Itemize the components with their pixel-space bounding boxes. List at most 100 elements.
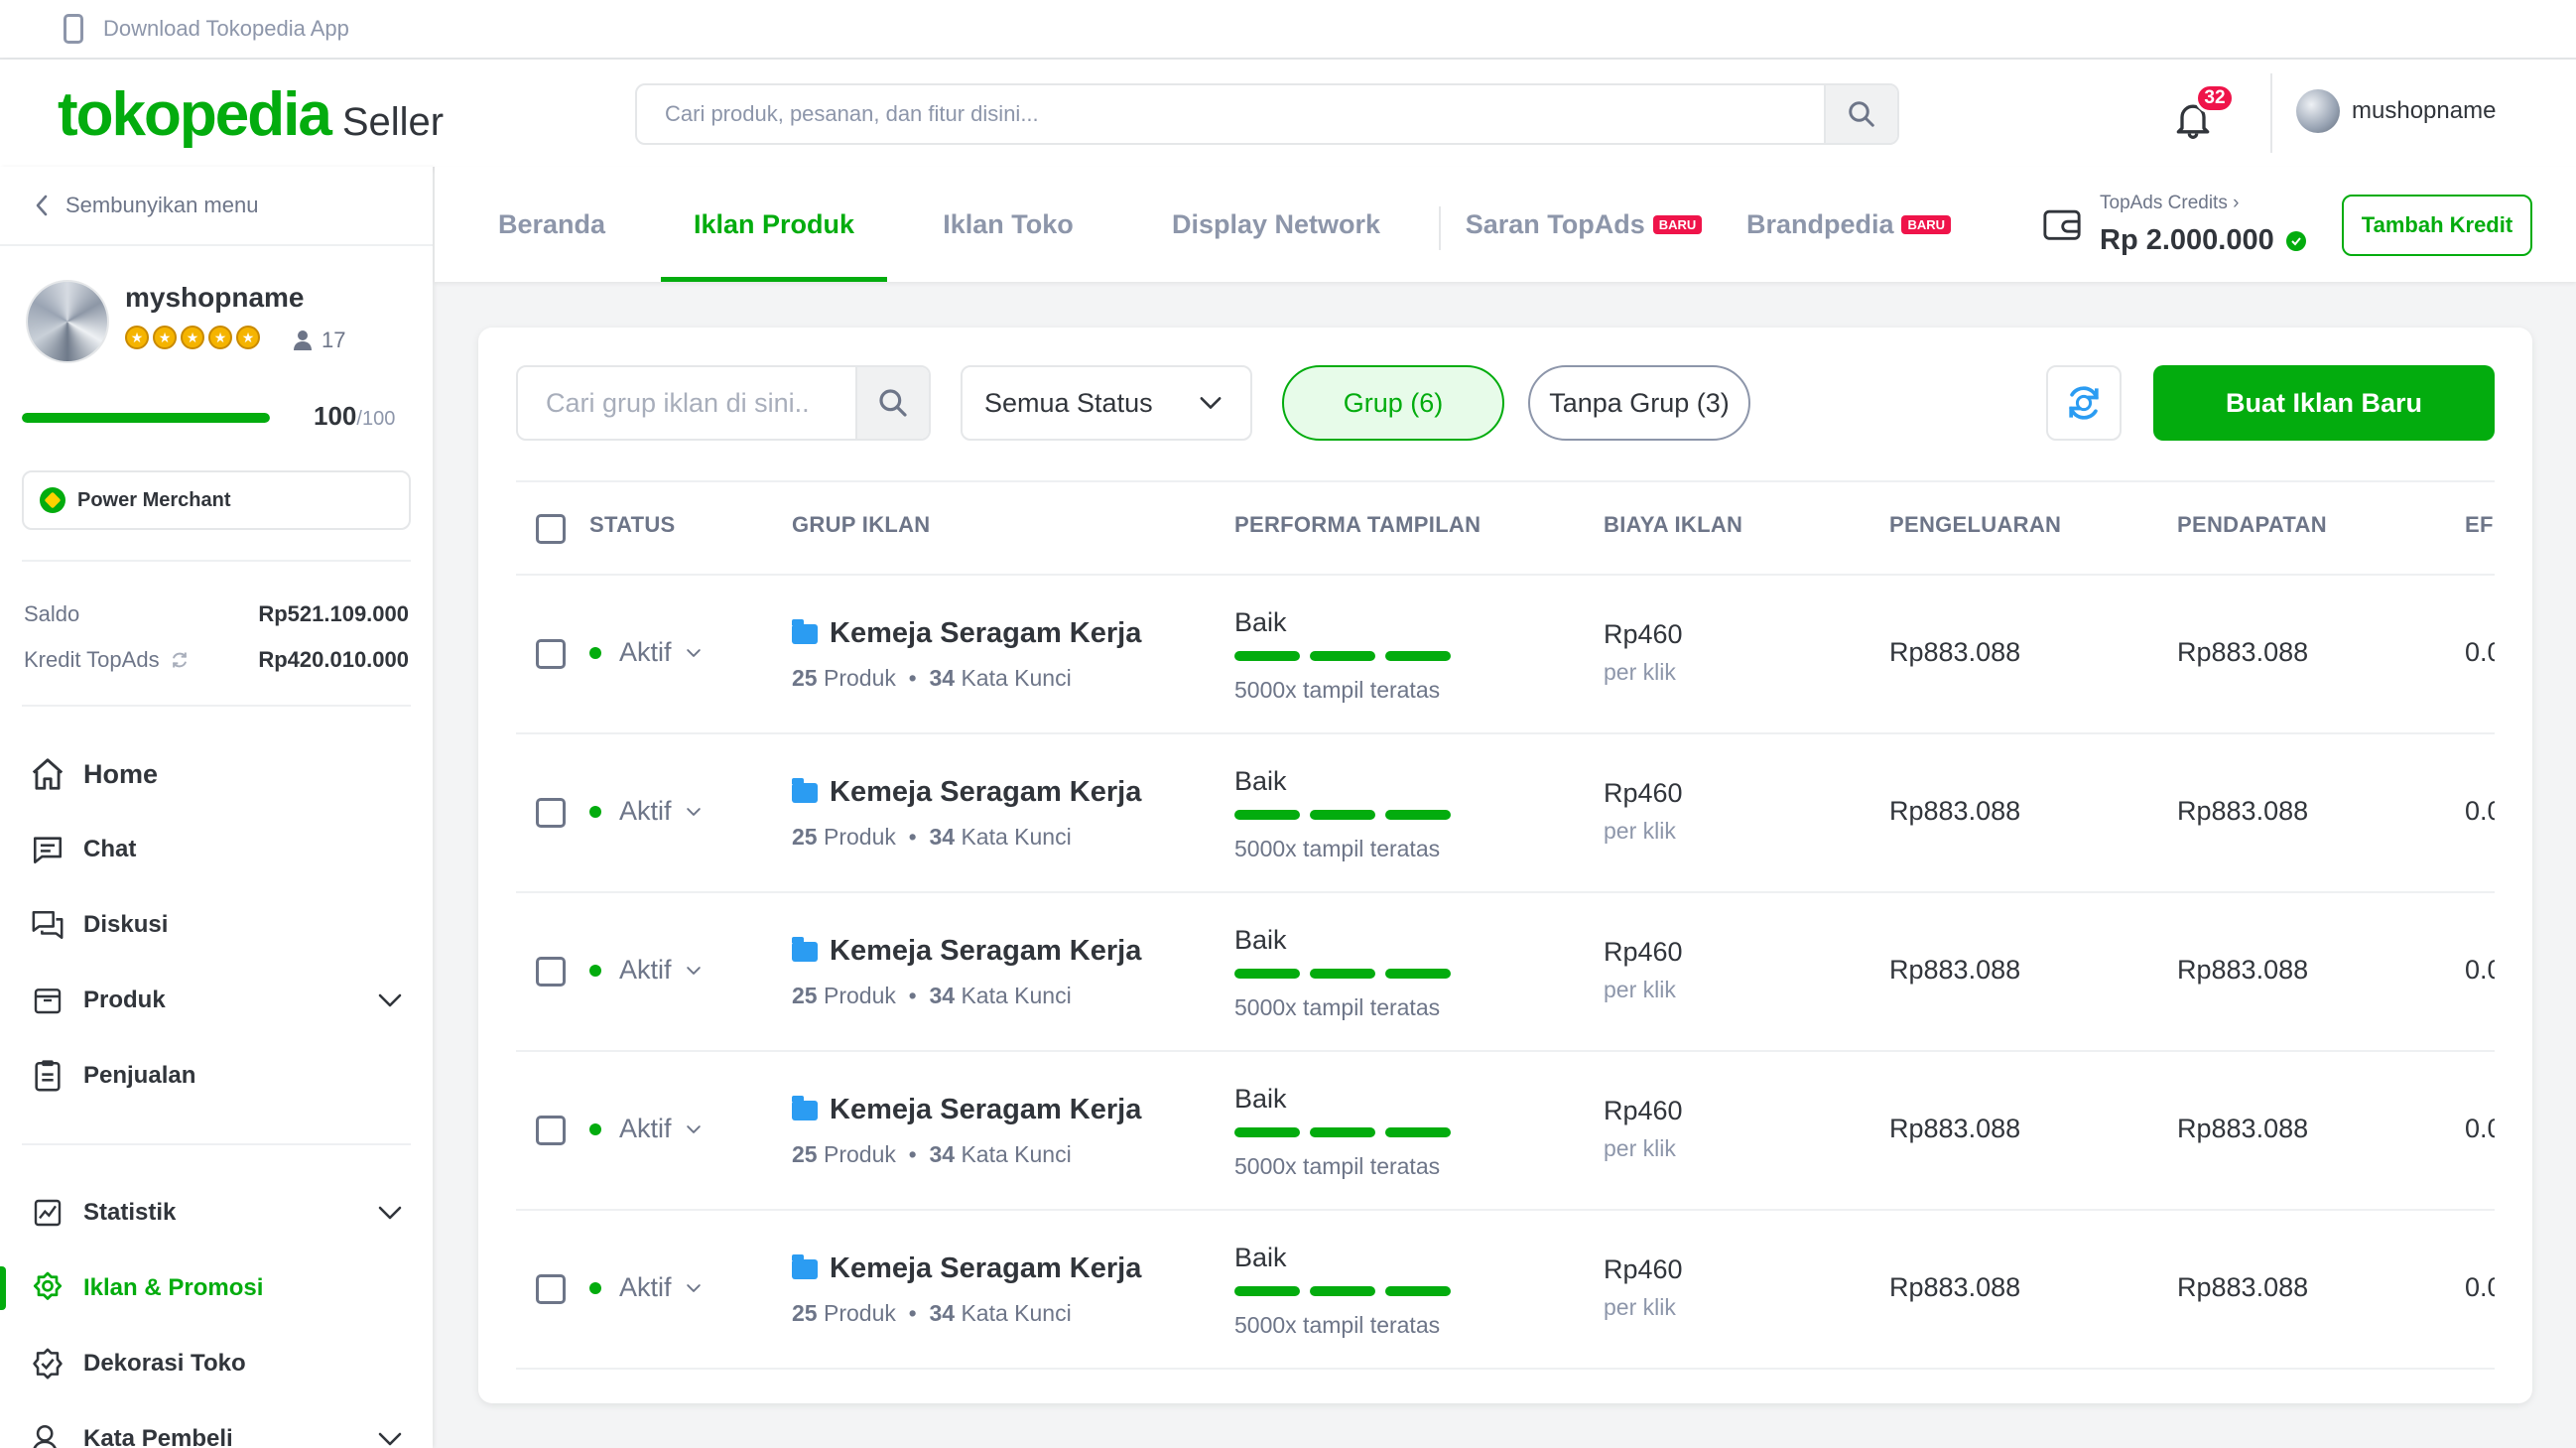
status-filter-select[interactable]: Semua Status — [961, 365, 1252, 441]
col-status[interactable]: STATUS — [589, 512, 676, 537]
col-efisiensi[interactable]: EFI — [2465, 512, 2495, 537]
table-row[interactable]: Aktif Kemeja Seragam Kerja 25 Produk • 34 … — [516, 1211, 2495, 1370]
table-row[interactable]: Aktif Kemeja Seragam Kerja 25 Produk • 34 … — [516, 893, 2495, 1052]
auto-refresh-button[interactable] — [2046, 365, 2122, 441]
filter-chip-grup[interactable]: Grup (6) — [1282, 365, 1504, 441]
row-checkbox[interactable] — [536, 1274, 566, 1304]
row-checkbox[interactable] — [536, 1116, 566, 1145]
performance-bar — [1310, 1286, 1375, 1296]
bell-icon[interactable] — [2171, 97, 2215, 141]
row-performance-note: 5000x tampil teratas — [1234, 1312, 1441, 1338]
sidebar-item-iklan-promosi[interactable]: Iklan & Promosi — [0, 1258, 433, 1318]
row-performance-note: 5000x tampil teratas — [1234, 1153, 1441, 1179]
col-performa[interactable]: PERFORMA TAMPILAN — [1234, 512, 1481, 537]
download-app-link[interactable]: Download Tokopedia App — [103, 16, 349, 41]
username: mushopname — [2352, 97, 2497, 124]
sidebar-item-chat[interactable]: Chat — [0, 820, 433, 879]
performance-bar — [1385, 969, 1451, 979]
col-pendapatan[interactable]: PENDAPATAN — [2177, 512, 2327, 537]
sidebar-item-diskusi[interactable]: Diskusi — [0, 895, 433, 955]
sidebar-item-produk[interactable]: Produk — [0, 971, 433, 1030]
row-status-toggle[interactable]: Aktif — [589, 796, 702, 827]
row-checkbox[interactable] — [536, 798, 566, 828]
tab-iklan-produk[interactable]: Iklan Produk — [661, 167, 887, 282]
row-group-link[interactable]: Kemeja Seragam Kerja — [792, 776, 1141, 809]
logo[interactable]: tokopedia Seller — [58, 79, 444, 150]
topads-credits-link[interactable]: TopAds Credits › — [2100, 193, 2239, 214]
performance-bar — [1385, 651, 1451, 661]
row-group-link[interactable]: Kemeja Seragam Kerja — [792, 1094, 1141, 1126]
power-merchant-label: Power Merchant — [77, 488, 231, 511]
star-icon: ★ — [208, 326, 232, 349]
row-group-link[interactable]: Kemeja Seragam Kerja — [792, 617, 1141, 650]
row-group-meta: 25 Produk • 34 Kata Kunci — [792, 824, 1072, 851]
table-row[interactable]: Aktif Kemeja Seragam Kerja 25 Produk • 34 … — [516, 734, 2495, 893]
sidebar-item-home[interactable]: Home — [0, 744, 433, 804]
row-status-toggle[interactable]: Aktif — [589, 1114, 702, 1144]
global-search: Cari produk, pesanan, dan fitur disini..… — [635, 83, 1899, 145]
row-kata-count: 34 — [929, 665, 956, 691]
shop-avatar[interactable] — [26, 280, 109, 363]
tab-saran-topads[interactable]: Saran TopAds BARU — [1453, 167, 1715, 282]
tab-display-network[interactable]: Display Network — [1171, 208, 1381, 239]
global-search-input[interactable]: Cari produk, pesanan, dan fitur disini..… — [665, 101, 1039, 126]
select-all-checkbox[interactable] — [536, 514, 566, 544]
row-spend: Rp883.088 — [1889, 955, 2021, 985]
sidebar-item-label: Home — [83, 758, 159, 789]
tab-beranda[interactable]: Beranda — [497, 208, 606, 239]
table-row[interactable]: Aktif Kemeja Seragam Kerja 25 Produk • 34 … — [516, 576, 2495, 734]
row-produk-count: 25 — [792, 983, 818, 1008]
row-status: Aktif — [619, 796, 672, 826]
row-cost: Rp460 — [1604, 778, 1683, 808]
row-spend: Rp883.088 — [1889, 1272, 2021, 1302]
table-row[interactable]: Aktif Kemeja Seragam Kerja 25 Produk • 34 … — [516, 1052, 2495, 1211]
row-status-toggle[interactable]: Aktif — [589, 955, 702, 986]
tambah-kredit-button[interactable]: Tambah Kredit — [2342, 195, 2532, 256]
saldo-row[interactable]: Saldo Rp521.109.000 — [24, 601, 409, 627]
sidebar-item-label: Dekorasi Toko — [83, 1350, 246, 1377]
group-search-input[interactable]: Cari grup iklan di sini.. — [546, 387, 810, 418]
review-icon — [28, 1419, 67, 1448]
tab-separator — [1439, 206, 1441, 250]
tab-brandpedia[interactable]: Brandpedia BARU — [1731, 167, 1967, 282]
buat-iklan-baru-button[interactable]: Buat Iklan Baru — [2153, 365, 2495, 441]
performance-bar — [1234, 651, 1300, 661]
kredit-row[interactable]: Kredit TopAds Rp420.010.000 — [24, 647, 409, 673]
app-download-bar[interactable]: Download Tokopedia App — [0, 0, 2576, 60]
global-search-button[interactable] — [1824, 85, 1897, 143]
hide-menu-button[interactable]: Sembunyikan menu — [34, 193, 258, 218]
row-produk-label: Produk — [823, 1300, 896, 1326]
col-pengeluaran[interactable]: PENGELUARAN — [1889, 512, 2062, 537]
chevron-down-icon — [686, 807, 701, 816]
row-meta-sep: • — [908, 983, 917, 1008]
ad-groups-card: Cari grup iklan di sini.. Semua Status G… — [478, 328, 2532, 1403]
shop-name[interactable]: myshopname — [125, 282, 305, 313]
row-checkbox[interactable] — [536, 957, 566, 987]
sidebar-item-penjualan[interactable]: Penjualan — [0, 1046, 433, 1106]
power-merchant-badge[interactable]: Power Merchant — [22, 470, 411, 530]
row-cost-unit: per klik — [1604, 977, 1676, 1002]
row-kata-label: Kata Kunci — [961, 824, 1072, 850]
row-spend: Rp883.088 — [1889, 637, 2021, 667]
row-group-link[interactable]: Kemeja Seragam Kerja — [792, 1252, 1141, 1285]
row-status-toggle[interactable]: Aktif — [589, 1272, 702, 1303]
filter-chip-tanpa-grup[interactable]: Tanpa Grup (3) — [1528, 365, 1750, 441]
group-search-button[interactable] — [855, 367, 929, 439]
sidebar-item-label: Iklan & Promosi — [83, 1274, 264, 1301]
col-biaya[interactable]: BIAYA IKLAN — [1604, 512, 1743, 537]
tab-iklan-toko[interactable]: Iklan Toko — [943, 208, 1074, 239]
sidebar-item-dekorasi[interactable]: Dekorasi Toko — [0, 1334, 433, 1393]
sidebar-item-statistik[interactable]: Statistik — [0, 1183, 433, 1243]
row-group-link[interactable]: Kemeja Seragam Kerja — [792, 935, 1141, 968]
phone-icon — [64, 14, 83, 44]
col-grup-iklan[interactable]: GRUP IKLAN — [792, 512, 931, 537]
folder-icon — [792, 1095, 818, 1120]
row-status-toggle[interactable]: Aktif — [589, 637, 702, 668]
sidebar-item-kata-pembeli[interactable]: Kata Pembeli — [0, 1409, 433, 1448]
row-checkbox[interactable] — [536, 639, 566, 669]
chevron-down-icon — [686, 1283, 701, 1292]
user-menu[interactable]: mushopname — [2296, 89, 2496, 133]
refresh-icon[interactable] — [170, 650, 190, 670]
status-dot — [589, 1281, 601, 1294]
row-cost-unit: per klik — [1604, 818, 1676, 844]
